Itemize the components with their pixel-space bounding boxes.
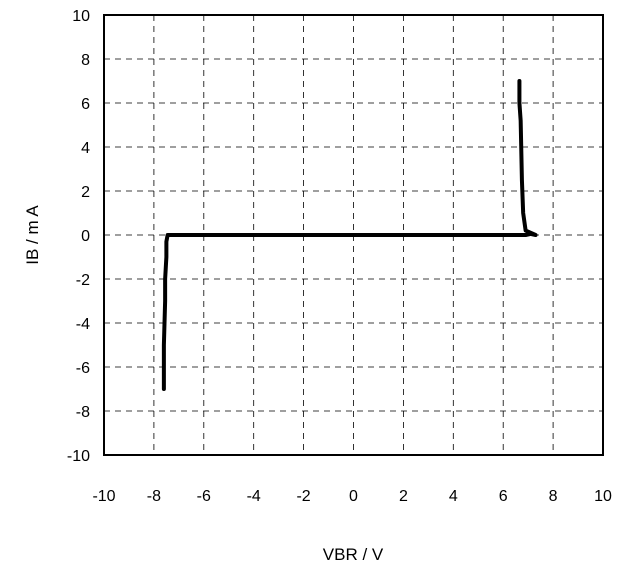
x-tick-label: 8 <box>549 488 558 505</box>
x-tick-label: -2 <box>296 488 310 505</box>
x-tick-label: -4 <box>247 488 261 505</box>
y-tick-label: 8 <box>81 52 90 69</box>
x-tick-label: -8 <box>147 488 161 505</box>
y-tick-label: -10 <box>67 448 90 465</box>
x-tick-label: -10 <box>92 488 115 505</box>
y-tick-label: -6 <box>76 360 90 377</box>
y-tick-label: -8 <box>76 404 90 421</box>
y-tick-label: 6 <box>81 96 90 113</box>
y-tick-label: 0 <box>81 228 90 245</box>
y-tick-labels: 10 8 6 4 2 0 -2 -4 -6 -8 -10 <box>67 8 90 465</box>
y-tick-label: 2 <box>81 184 90 201</box>
x-axis-label: VBR / V <box>323 545 384 564</box>
plot-area-frame <box>103 14 604 456</box>
x-tick-label: 0 <box>349 488 358 505</box>
y-tick-label: -2 <box>76 272 90 289</box>
x-tick-labels: -10 -8 -6 -4 -2 0 2 4 6 8 10 <box>92 488 612 505</box>
y-tick-label: 4 <box>81 140 90 157</box>
y-tick-label: 10 <box>72 8 90 25</box>
x-tick-label: 4 <box>449 488 458 505</box>
series-line-0 <box>161 79 538 391</box>
y-axis-label: IB / m A <box>23 205 42 265</box>
y-tick-label: -4 <box>76 316 90 333</box>
series-group <box>161 79 538 391</box>
x-tick-label: 10 <box>594 488 612 505</box>
x-tick-label: 2 <box>399 488 408 505</box>
x-tick-label: 6 <box>499 488 508 505</box>
x-tick-label: -6 <box>197 488 211 505</box>
